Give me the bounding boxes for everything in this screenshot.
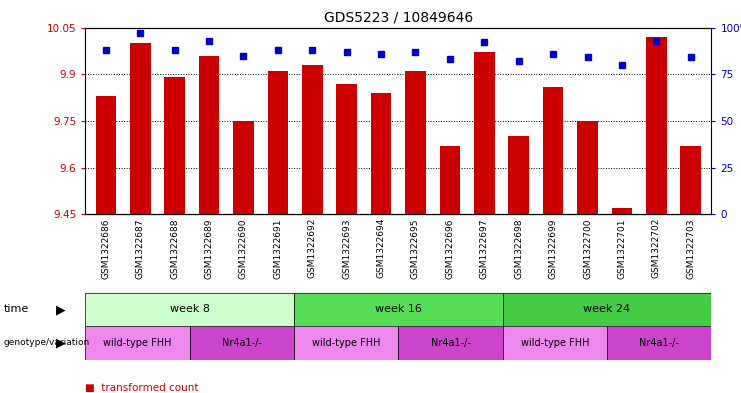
- Text: Nr4a1-/-: Nr4a1-/-: [639, 338, 679, 348]
- Bar: [268, 71, 288, 214]
- Text: wild-type FHH: wild-type FHH: [521, 338, 589, 348]
- Bar: [646, 37, 667, 214]
- Text: wild-type FHH: wild-type FHH: [103, 338, 172, 348]
- Text: GSM1322686: GSM1322686: [102, 218, 110, 279]
- Text: Nr4a1-/-: Nr4a1-/-: [222, 338, 262, 348]
- Bar: [439, 146, 460, 214]
- Text: GSM1322701: GSM1322701: [617, 218, 626, 279]
- Bar: [190, 326, 294, 360]
- Bar: [165, 77, 185, 214]
- Bar: [502, 326, 607, 360]
- Text: GSM1322696: GSM1322696: [445, 218, 454, 279]
- Title: GDS5223 / 10849646: GDS5223 / 10849646: [324, 11, 473, 25]
- Text: GSM1322691: GSM1322691: [273, 218, 282, 279]
- Text: ▶: ▶: [56, 303, 65, 316]
- Bar: [370, 93, 391, 214]
- Bar: [85, 326, 190, 360]
- Text: time: time: [4, 305, 29, 314]
- Text: GSM1322698: GSM1322698: [514, 218, 523, 279]
- Bar: [680, 146, 701, 214]
- Text: week 24: week 24: [583, 305, 631, 314]
- Bar: [96, 96, 116, 214]
- Bar: [577, 121, 598, 214]
- Bar: [607, 326, 711, 360]
- Bar: [508, 136, 529, 214]
- Text: GSM1322700: GSM1322700: [583, 218, 592, 279]
- Bar: [302, 65, 322, 214]
- Bar: [294, 293, 502, 326]
- Text: ■  transformed count: ■ transformed count: [85, 383, 199, 393]
- Bar: [611, 208, 632, 214]
- Text: GSM1322688: GSM1322688: [170, 218, 179, 279]
- Text: GSM1322693: GSM1322693: [342, 218, 351, 279]
- Bar: [233, 121, 253, 214]
- Text: week 16: week 16: [375, 305, 422, 314]
- Bar: [199, 55, 219, 214]
- Bar: [542, 86, 563, 214]
- Text: GSM1322699: GSM1322699: [548, 218, 558, 279]
- Text: GSM1322702: GSM1322702: [652, 218, 661, 279]
- Bar: [474, 52, 494, 214]
- Text: GSM1322689: GSM1322689: [205, 218, 213, 279]
- Text: GSM1322687: GSM1322687: [136, 218, 144, 279]
- Bar: [294, 326, 398, 360]
- Bar: [405, 71, 426, 214]
- Text: wild-type FHH: wild-type FHH: [312, 338, 380, 348]
- Text: GSM1322690: GSM1322690: [239, 218, 248, 279]
- Text: GSM1322697: GSM1322697: [479, 218, 489, 279]
- Text: GSM1322694: GSM1322694: [376, 218, 385, 279]
- Text: genotype/variation: genotype/variation: [4, 338, 90, 347]
- Bar: [85, 293, 294, 326]
- Text: GSM1322695: GSM1322695: [411, 218, 420, 279]
- Bar: [502, 293, 711, 326]
- Text: week 8: week 8: [170, 305, 210, 314]
- Text: Nr4a1-/-: Nr4a1-/-: [431, 338, 471, 348]
- Text: GSM1322692: GSM1322692: [308, 218, 317, 279]
- Text: ▶: ▶: [56, 336, 65, 349]
- Bar: [130, 43, 150, 214]
- Bar: [399, 326, 502, 360]
- Text: GSM1322703: GSM1322703: [686, 218, 695, 279]
- Bar: [336, 84, 357, 214]
